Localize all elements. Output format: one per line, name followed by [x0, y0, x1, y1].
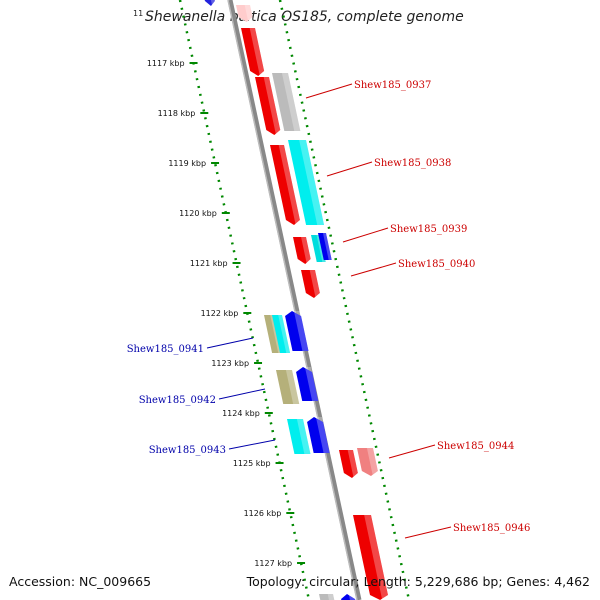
gene-label[interactable]: Shew185_0946 — [453, 523, 530, 534]
gene-feature — [285, 311, 309, 351]
gene-label[interactable]: Shew185_0940 — [398, 259, 475, 270]
kbp-label: 1122 kbp — [201, 309, 239, 318]
gene-feature — [272, 315, 291, 353]
gene-feature — [255, 77, 282, 135]
gene-feature — [353, 515, 390, 600]
gene-feature — [272, 73, 301, 131]
gene-feature — [241, 28, 266, 76]
gene-feature — [287, 419, 311, 454]
kbp-label: 1127 kbp — [254, 559, 292, 568]
map-title: Shewanella baltica OS185, complete genom… — [145, 9, 464, 25]
kbp-label: 1118 kbp — [158, 109, 196, 118]
accession-text: Accession: NC_009665 — [9, 574, 152, 589]
kbp-label: 1119 kbp — [168, 159, 206, 168]
title-prefix: 11 — [133, 9, 144, 18]
kbp-label: 1126 kbp — [244, 509, 282, 518]
kbp-label: 1124 kbp — [222, 409, 260, 418]
genome-summary: Topology: circular; Length: 5,229,686 bp… — [246, 574, 590, 589]
gene-label[interactable]: Shew185_0943 — [149, 445, 226, 456]
gene-leader-line — [388, 444, 436, 459]
gene-feature — [341, 594, 357, 600]
gene-feature — [319, 594, 336, 600]
gene-label[interactable]: Shew185_0937 — [354, 80, 431, 91]
gene-feature — [276, 370, 300, 404]
gene-feature — [357, 448, 379, 476]
gene-feature — [307, 417, 330, 453]
backbone-highlight — [227, 0, 358, 600]
gene-feature — [301, 270, 321, 298]
gene-label[interactable]: Shew185_0938 — [374, 158, 451, 169]
gene-label[interactable]: Shew185_0944 — [437, 441, 514, 452]
genome-backbone — [227, 0, 362, 600]
gene-leader-line — [350, 262, 397, 277]
gene-label[interactable]: Shew185_0941 — [127, 344, 204, 355]
gene-feature — [296, 367, 319, 401]
kbp-label: 1121 kbp — [190, 259, 228, 268]
gene-feature — [270, 145, 302, 225]
gene-leader-line — [228, 439, 276, 450]
gene-label[interactable]: Shew185_0939 — [390, 224, 467, 235]
gene-feature — [203, 0, 216, 6]
gene-feature — [236, 5, 254, 22]
gene-feature — [293, 237, 312, 264]
gene-feature — [288, 140, 325, 225]
gene-leader-line — [404, 526, 452, 539]
kbp-label: 1125 kbp — [233, 459, 271, 468]
gene-leader-line — [342, 227, 389, 243]
gene-feature — [339, 450, 359, 478]
kbp-label: 1117 kbp — [147, 59, 185, 68]
gene-label[interactable]: Shew185_0942 — [139, 395, 216, 406]
gene-leader-line — [305, 83, 353, 99]
gene-leader-line — [326, 161, 373, 177]
kbp-label: 1120 kbp — [179, 209, 217, 218]
gene-feature — [318, 233, 332, 260]
gene-leader-line — [206, 337, 254, 349]
gene-leader-line — [218, 388, 266, 400]
kbp-label: 1123 kbp — [211, 359, 249, 368]
